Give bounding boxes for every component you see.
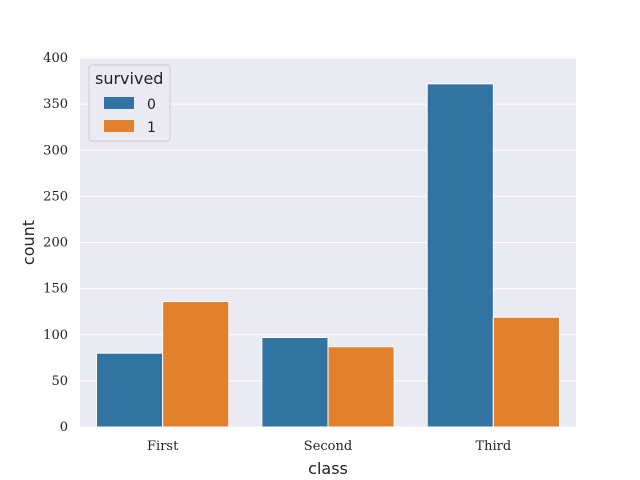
x-axis-ticks: First Second Third — [147, 439, 511, 454]
y-tick-label: 300 — [43, 143, 68, 158]
y-tick-label: 200 — [43, 236, 68, 251]
y-tick-label: 50 — [51, 374, 68, 389]
bar-second-0 — [261, 337, 329, 428]
y-tick-label: 150 — [43, 282, 68, 297]
legend-label-0: 0 — [147, 97, 156, 113]
bar-first-1 — [162, 301, 230, 428]
y-tick-label: 400 — [43, 51, 68, 66]
bar-third-0 — [426, 83, 494, 428]
legend: survived 01 — [88, 64, 171, 142]
y-tick-label: 350 — [43, 97, 68, 112]
y-tick-label: 0 — [60, 420, 68, 435]
legend-items: 01 — [104, 97, 156, 136]
legend-swatch-0 — [104, 97, 134, 109]
bar-first-0 — [96, 352, 164, 428]
legend-swatch-1 — [104, 120, 134, 132]
x-tick-label: First — [147, 439, 179, 454]
x-axis-label: class — [308, 459, 348, 478]
legend-label-1: 1 — [147, 120, 156, 136]
x-tick-label: Second — [304, 439, 352, 454]
bars — [96, 83, 560, 428]
x-tick-label: Third — [475, 439, 511, 454]
bar-second-1 — [327, 346, 395, 428]
y-axis-ticks: 0 50 100 150 200 250 300 350 400 — [43, 51, 68, 435]
bar-third-1 — [492, 316, 560, 428]
legend-title: survived — [95, 69, 163, 88]
y-tick-label: 250 — [43, 189, 68, 204]
y-tick-label: 100 — [43, 328, 68, 343]
y-axis-label: count — [19, 220, 38, 265]
